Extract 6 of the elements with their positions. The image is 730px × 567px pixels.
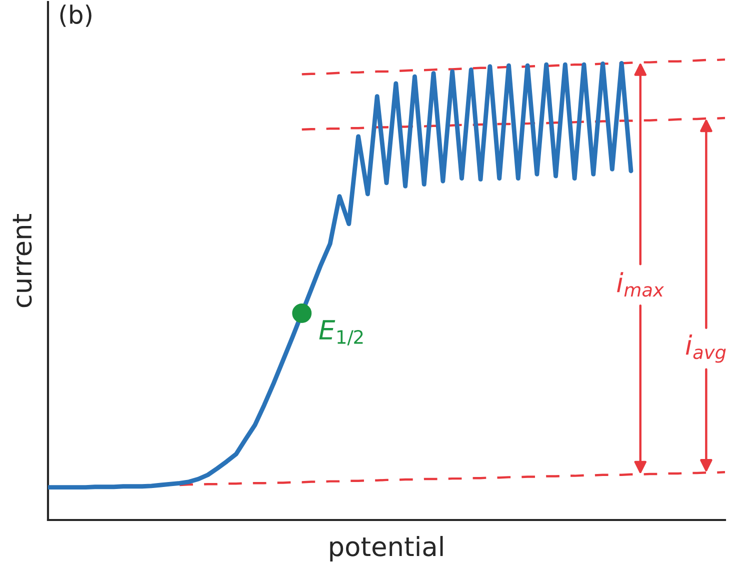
annotation: E$_{1/2}$ [319, 320, 363, 346]
chart-title: (b) [60, 4, 92, 27]
y-axis-title: current [12, 214, 32, 308]
annotation: i$_{max}$ [617, 272, 664, 297]
x-axis-title: potential [330, 536, 443, 562]
annotation: i$_{avg}$ [686, 334, 726, 363]
